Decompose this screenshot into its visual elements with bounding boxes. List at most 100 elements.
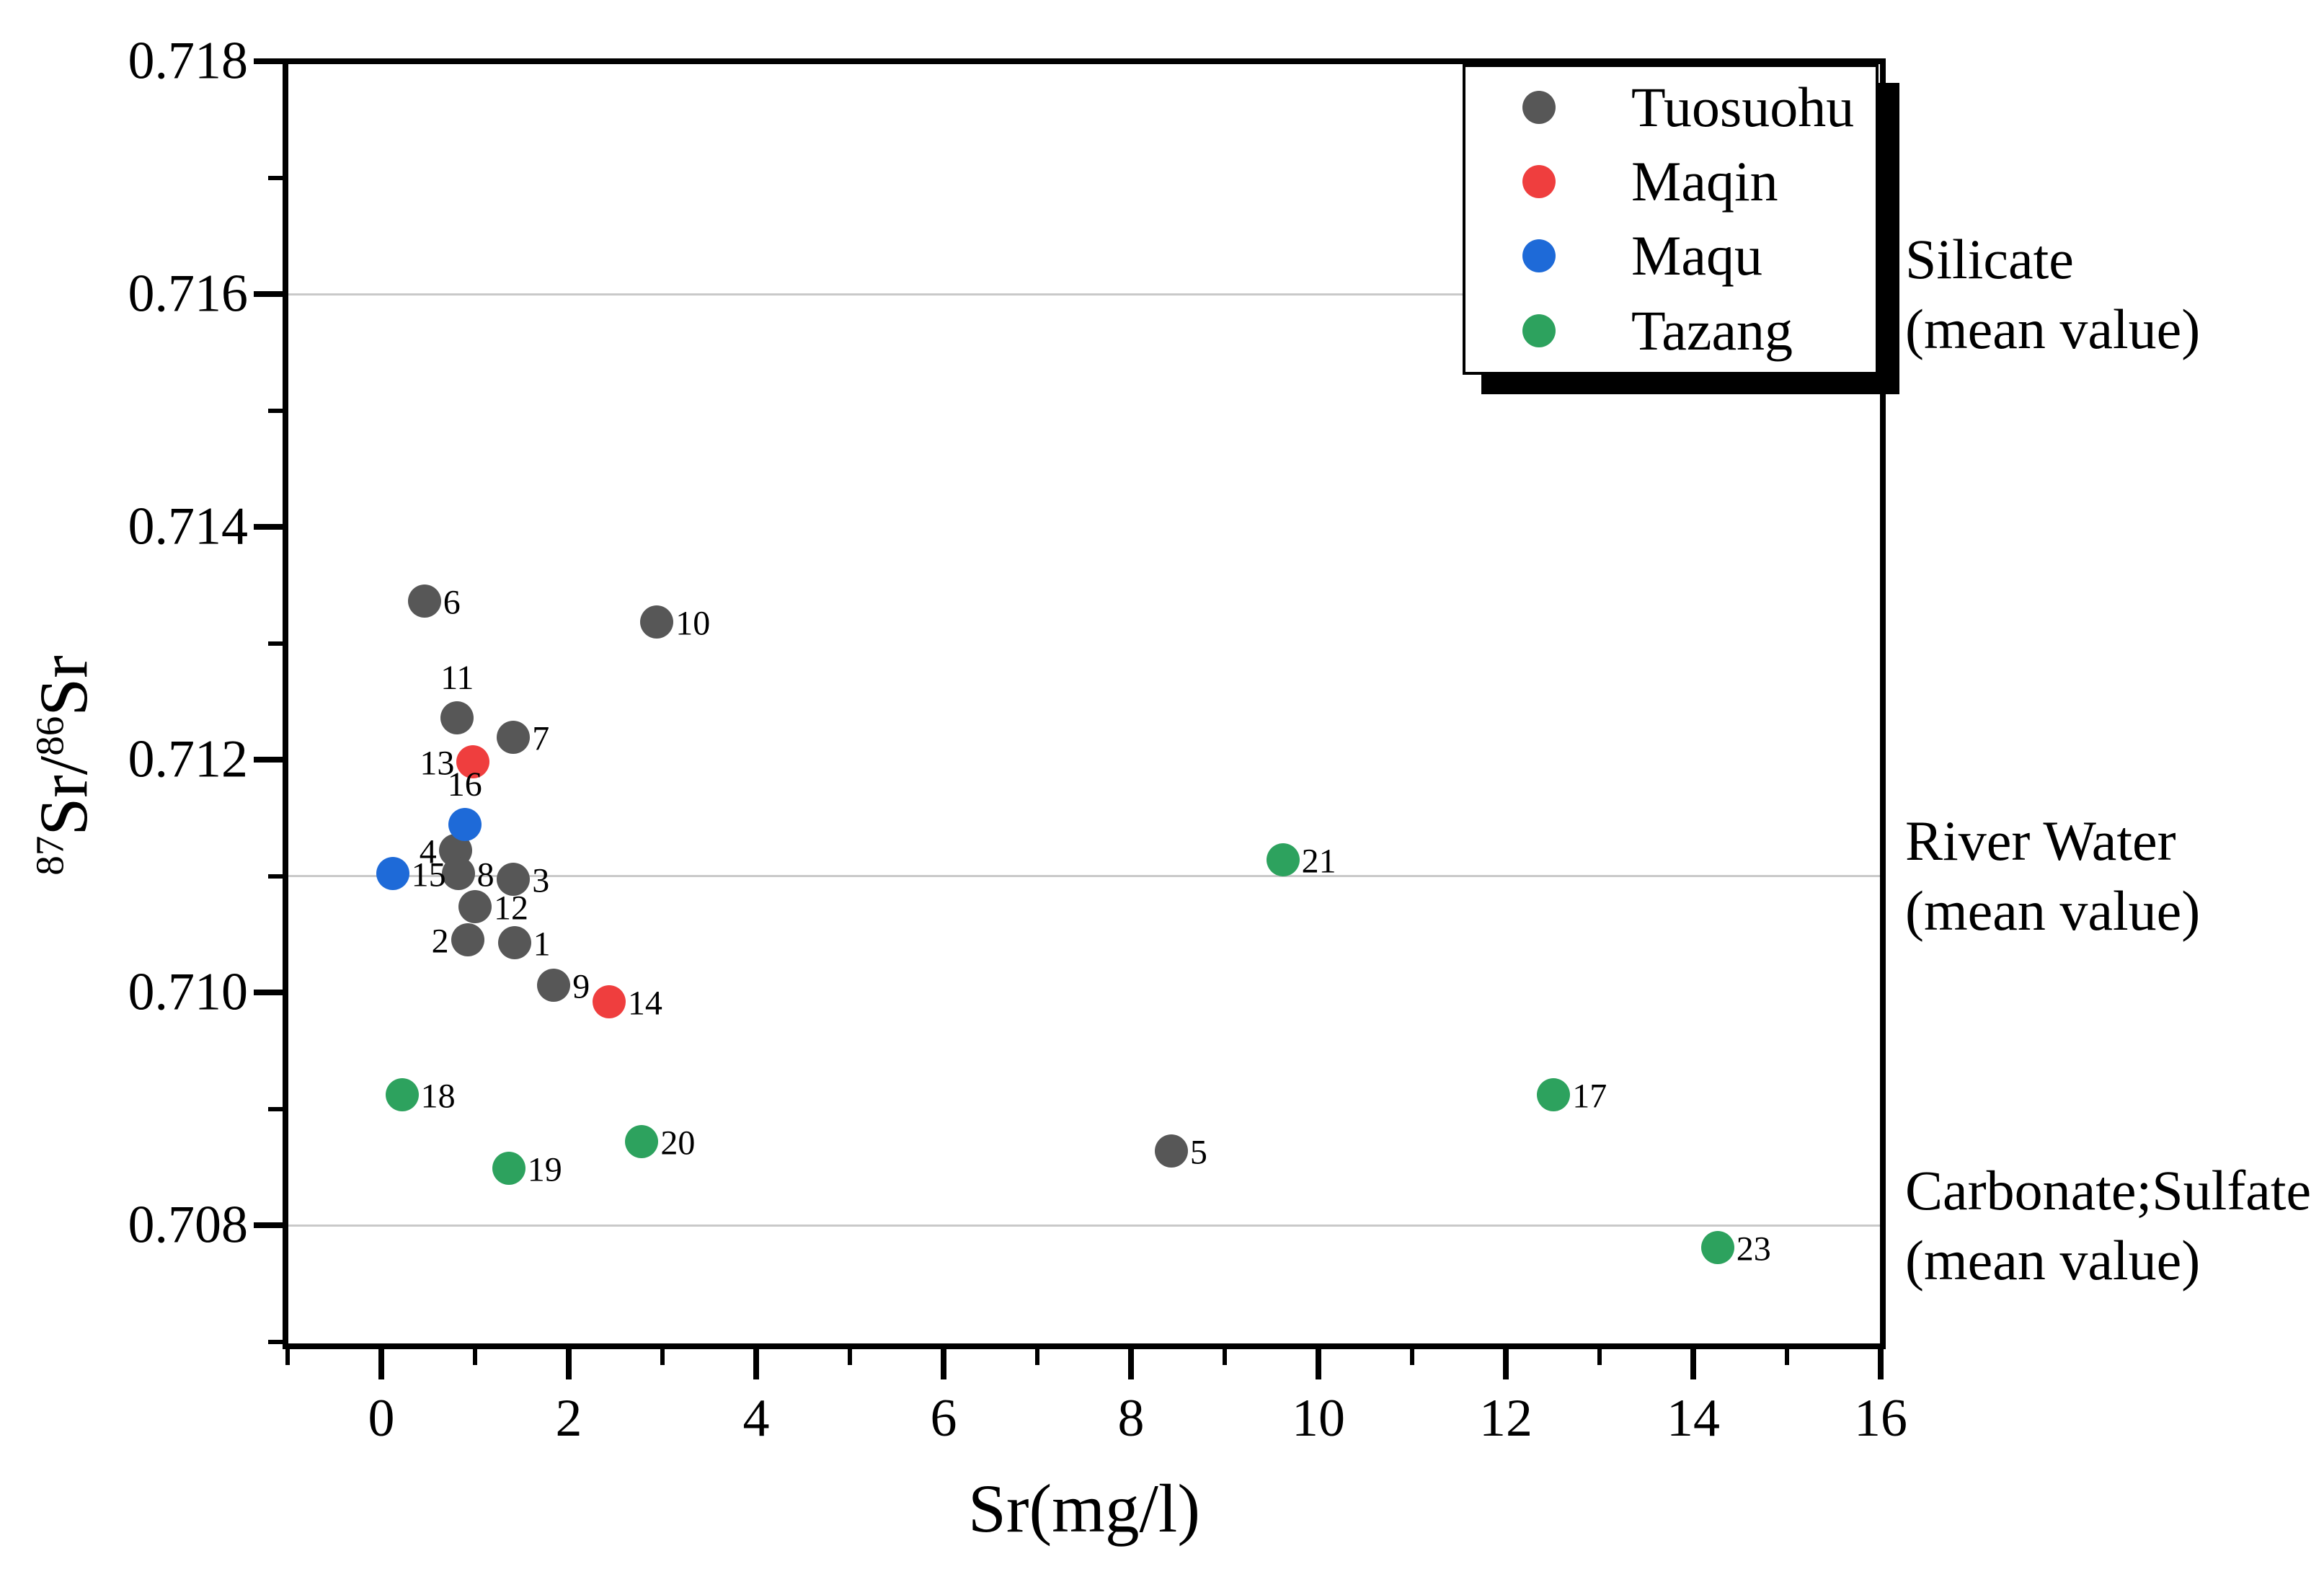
scatter-point-12 [458,889,492,923]
scatter-point-9 [537,969,571,1003]
y-gridline-0.716 [288,293,1880,295]
x-tick-label: 2 [555,1389,582,1448]
x-minor-tick [1597,1349,1602,1365]
y-minor-tick [268,1106,283,1111]
y-title-end: Sr [25,655,102,716]
point-label-13: 13 [420,744,455,783]
scatter-point-1 [497,925,531,959]
point-label-11: 11 [440,658,474,697]
y-tick-label: 0.716 [128,264,249,324]
y-major-tick [254,524,283,530]
x-tick-label: 16 [1854,1389,1907,1448]
x-tick-label: 12 [1479,1389,1533,1448]
scatter-point-23 [1700,1230,1734,1264]
annotation-river-line2: (mean value) [1905,879,2201,942]
x-major-tick [753,1349,759,1379]
scatter-point-5 [1154,1134,1188,1168]
y-tick-label: 0.708 [128,1195,249,1255]
annotation-carbonate-sulfate-mean: Carbonate;Sulfate (mean value) [1905,1155,2311,1295]
x-tick-label: 10 [1292,1389,1345,1448]
point-label-8: 8 [476,855,494,894]
scatter-point-6 [407,585,441,618]
x-major-tick [1690,1349,1696,1379]
point-label-15: 15 [411,855,446,894]
point-label-4: 4 [419,832,437,871]
y-minor-tick [268,874,283,879]
x-major-tick [378,1349,384,1379]
annotation-silicate-line2: (mean value) [1905,298,2201,360]
point-label-7: 7 [532,719,550,758]
y-minor-tick [268,1339,283,1344]
legend-marker-maqu [1522,239,1556,272]
x-tick-label: 14 [1667,1389,1720,1448]
x-minor-tick [1785,1349,1789,1365]
annotation-river-line1: River Water [1905,809,2176,872]
scatter-point-19 [492,1151,525,1185]
annotation-silicate-mean: Silicate (mean value) [1905,224,2200,364]
point-label-12: 12 [494,889,528,927]
point-label-3: 3 [532,861,550,900]
x-minor-tick [660,1349,665,1365]
point-label-20: 20 [660,1124,696,1163]
legend-marker-maqin [1522,165,1556,198]
y-minor-tick [268,641,283,646]
legend-label-tuosuohu: Tuosuohu [1631,76,1855,138]
x-tick-label: 6 [930,1389,957,1448]
legend-label-maqin: Maqin [1631,150,1778,213]
x-major-tick [1503,1349,1509,1379]
scatter-point-3 [497,863,531,897]
x-minor-tick [473,1349,477,1365]
point-label-2: 2 [431,922,449,961]
y-tick-label: 0.710 [128,962,249,1022]
point-label-6: 6 [443,583,461,622]
y-major-tick [254,1222,283,1228]
point-label-16: 16 [447,765,482,804]
y-title-mid: Sr/ [25,755,102,836]
x-minor-tick [1410,1349,1414,1365]
annotation-river-water-mean: River Water (mean value) [1905,806,2200,946]
x-tick-label: 0 [368,1389,395,1448]
y-minor-tick [268,408,283,413]
y-tick-label: 0.714 [128,497,249,556]
plot-spine-bottom [283,1343,1886,1349]
x-major-tick [1878,1349,1884,1379]
y-major-tick [254,291,283,297]
point-label-10: 10 [675,604,711,643]
y-gridline-0.708 [288,1224,1880,1227]
scatter-point-21 [1266,843,1300,876]
x-minor-tick [848,1349,852,1365]
plot-spine-top [283,58,1886,64]
y-tick-label: 0.718 [128,31,249,91]
point-label-18: 18 [420,1077,456,1116]
point-label-14: 14 [627,984,662,1023]
y-tick-label: 0.712 [128,729,249,789]
annotation-silicate-line1: Silicate [1905,228,2074,290]
x-tick-label: 8 [1117,1389,1145,1448]
scatter-point-20 [625,1124,659,1158]
scatter-point-8 [441,857,475,891]
y-minor-tick [268,175,283,180]
point-label-19: 19 [527,1150,562,1189]
scatter-point-10 [640,605,674,639]
y-gridline-0.711 [288,875,1880,877]
legend-label-tazang: Tazang [1631,299,1793,362]
scatter-point-18 [385,1078,419,1112]
x-major-tick [941,1349,946,1379]
x-minor-tick [1035,1349,1039,1365]
point-label-5: 5 [1189,1133,1207,1172]
y-major-tick [254,757,283,763]
y-major-tick [254,990,283,995]
legend-label-maqu: Maqu [1631,224,1762,287]
scatter-point-2 [451,923,484,957]
x-axis-title: Sr(mg/l) [968,1470,1200,1547]
y-major-tick [254,58,283,64]
x-tick-label: 4 [742,1389,770,1448]
point-label-1: 1 [533,925,551,964]
annotation-carbonate-line2: (mean value) [1905,1229,2201,1292]
plot-spine-left [283,58,288,1349]
legend-marker-tuosuohu [1522,91,1556,124]
point-label-23: 23 [1736,1230,1771,1268]
x-minor-tick [285,1349,290,1365]
y-title-sup-86: 86 [27,716,72,756]
